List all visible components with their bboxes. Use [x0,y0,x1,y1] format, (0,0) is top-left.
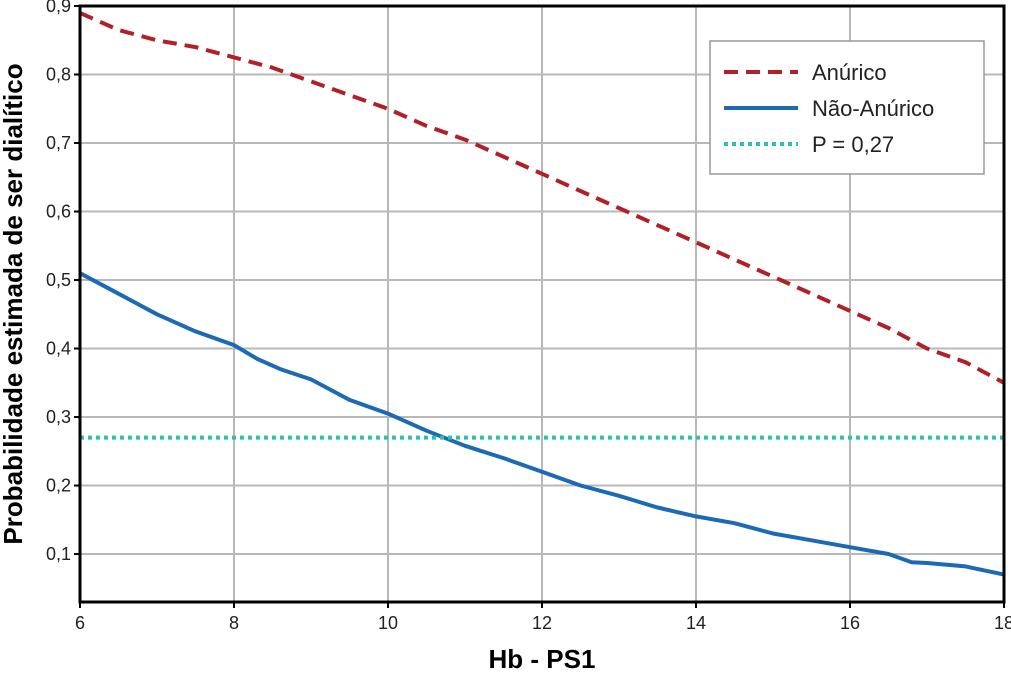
y-tick-label: 0,4 [46,339,71,359]
x-tick-label: 6 [75,613,85,633]
x-tick-label: 10 [378,613,398,633]
x-tick-label: 16 [840,613,860,633]
x-tick-label: 12 [532,613,552,633]
series-layer [79,11,1005,577]
y-tick-label: 0,3 [46,407,71,427]
x-tick-label: 8 [229,613,239,633]
x-tick-label: 18 [994,613,1011,633]
x-axis-title: Hb - PS1 [489,644,596,673]
legend-label: Anúrico [812,60,887,85]
y-tick-label: 0,6 [46,202,71,222]
legend-label: Não-Anúrico [812,96,934,121]
x-tick-label: 14 [686,613,706,633]
y-tick-label: 0,8 [46,65,71,85]
legend: Anúrico Não-Anúrico P = 0,27 [709,40,985,175]
y-tick-label: 0,1 [46,544,71,564]
y-tick-label: 0,9 [46,0,71,16]
y-tick-label: 0,7 [46,133,71,153]
y-tick-label: 0,5 [46,270,71,290]
series-line-1 [79,11,1005,385]
y-axis-ticks: 0,1 0,2 0,3 0,4 0,5 0,6 0,7 0,8 0,9 [46,0,80,564]
series-line-2 [79,271,1005,577]
legend-label: P = 0,27 [812,132,894,157]
y-axis-title: Probabilidade estimada de ser dialítico [0,63,28,544]
y-tick-label: 0,2 [46,476,71,496]
x-axis-ticks: 6 8 10 12 14 16 18 [75,602,1011,633]
